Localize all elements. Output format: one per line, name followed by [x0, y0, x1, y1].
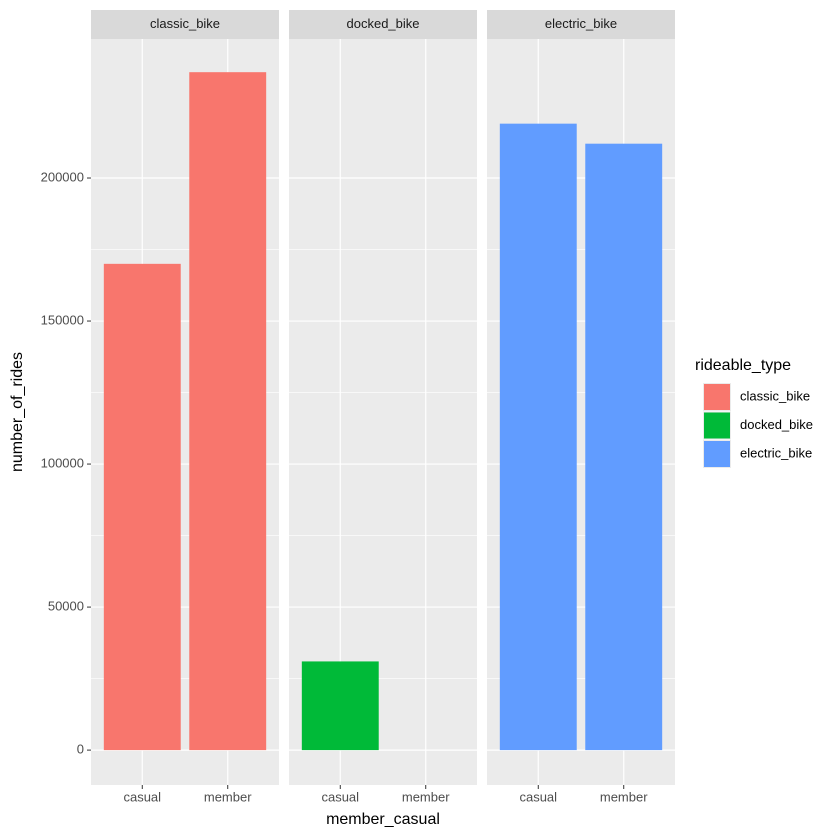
x-tick-label: member — [402, 789, 450, 804]
strip-label: docked_bike — [347, 16, 420, 31]
legend-label: electric_bike — [740, 445, 812, 460]
x-tick-label: member — [204, 789, 252, 804]
legend-label: docked_bike — [740, 417, 813, 432]
panel-background — [289, 39, 477, 785]
strip-label: electric_bike — [545, 16, 617, 31]
bar — [301, 661, 379, 751]
y-tick-label: 0 — [77, 742, 84, 757]
bar — [499, 123, 577, 751]
y-tick-label: 50000 — [48, 599, 84, 614]
y-tick-label: 150000 — [41, 312, 84, 327]
legend-swatch — [704, 441, 730, 467]
y-axis-title: number_of_rides — [9, 352, 26, 472]
strip — [289, 10, 477, 39]
bar — [103, 263, 181, 751]
bar — [189, 72, 267, 751]
x-tick-label: member — [600, 789, 648, 804]
bar — [585, 143, 663, 751]
legend-swatch — [704, 412, 730, 439]
strip — [487, 10, 675, 39]
y-tick-label: 100000 — [41, 455, 84, 470]
x-tick-label: casual — [321, 789, 359, 804]
x-axis-title: member_casual — [326, 811, 440, 828]
legend-title: rideable_type — [695, 357, 791, 374]
strip-label: classic_bike — [150, 16, 220, 31]
legend-label: classic_bike — [740, 388, 810, 403]
strip — [91, 10, 279, 39]
y-tick-label: 200000 — [41, 169, 84, 184]
x-tick-label: casual — [519, 789, 557, 804]
x-tick-label: casual — [123, 789, 161, 804]
legend-swatch — [704, 384, 730, 410]
